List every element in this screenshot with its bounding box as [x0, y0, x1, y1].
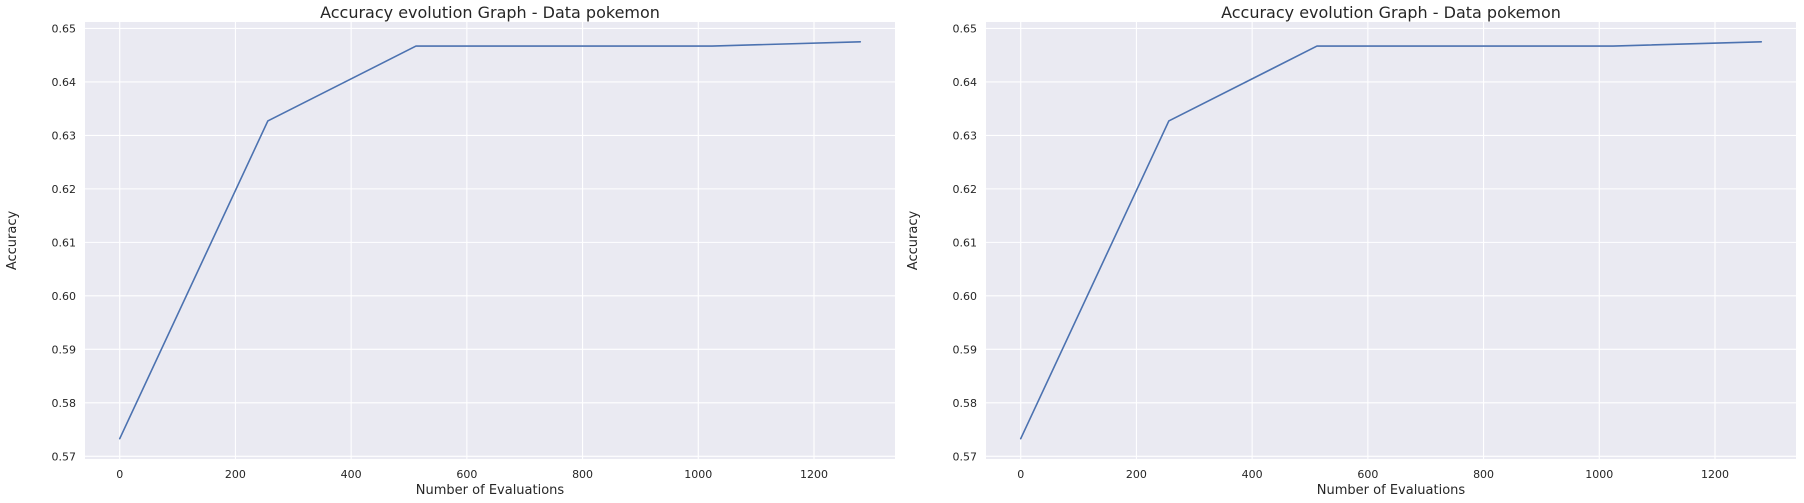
- y-tick-label: 0.58: [52, 397, 77, 410]
- x-axis-label: Number of Evaluations: [416, 483, 565, 498]
- y-tick-label: 0.58: [953, 397, 978, 410]
- y-tick-label: 0.62: [953, 183, 978, 196]
- x-tick-label: 1000: [684, 468, 712, 481]
- x-tick-label: 1200: [800, 468, 828, 481]
- y-tick-label: 0.64: [953, 76, 978, 89]
- x-tick-label: 0: [1017, 468, 1024, 481]
- x-tick-label: 600: [1357, 468, 1378, 481]
- y-tick-label: 0.65: [52, 22, 77, 35]
- y-tick-label: 0.64: [52, 76, 77, 89]
- y-tick-label: 0.63: [953, 129, 978, 142]
- y-tick-label: 0.57: [52, 450, 77, 463]
- y-tick-label: 0.59: [52, 343, 77, 356]
- x-tick-label: 800: [572, 468, 593, 481]
- y-tick-label: 0.59: [953, 343, 978, 356]
- y-tick-label: 0.60: [52, 290, 77, 303]
- x-tick-label: 0: [116, 468, 123, 481]
- plot-area: [85, 22, 895, 459]
- chart-left: 0 200 400 600 800 1000 1200 0.57 0.58 0.59 0.60 0.6…: [5, 3, 895, 498]
- y-tick-label: 0.60: [953, 290, 978, 303]
- y-axis-label: Accuracy: [5, 211, 20, 271]
- x-tick-label: 400: [1242, 468, 1263, 481]
- y-axis-label: Accuracy: [906, 211, 921, 271]
- x-tick-label: 200: [1126, 468, 1147, 481]
- series-line: [118, 40, 862, 440]
- x-tick-label: 400: [341, 468, 362, 481]
- plot-area: [986, 22, 1796, 459]
- chart-title: Accuracy evolution Graph - Data pokemon: [1221, 3, 1561, 22]
- y-tick-label: 0.57: [953, 450, 978, 463]
- y-tick-label: 0.63: [52, 129, 77, 142]
- x-tick-label: 1000: [1585, 468, 1613, 481]
- x-tick-label: 200: [225, 468, 246, 481]
- x-axis-label: Number of Evaluations: [1317, 483, 1466, 498]
- x-tick-label: 800: [1473, 468, 1494, 481]
- y-tick-label: 0.61: [953, 236, 978, 249]
- x-tick-label: 1200: [1701, 468, 1729, 481]
- y-tick-label: 0.61: [52, 236, 77, 249]
- y-tick-label: 0.65: [953, 22, 978, 35]
- chart-right: 0 200 400 600 800 1000 1200 0.57 0.58 0.59 0.60 0.6…: [906, 3, 1796, 498]
- x-tick-label: 600: [456, 468, 477, 481]
- y-tick-label: 0.62: [52, 183, 77, 196]
- series-line: [1019, 40, 1763, 440]
- chart-title: Accuracy evolution Graph - Data pokemon: [320, 3, 660, 22]
